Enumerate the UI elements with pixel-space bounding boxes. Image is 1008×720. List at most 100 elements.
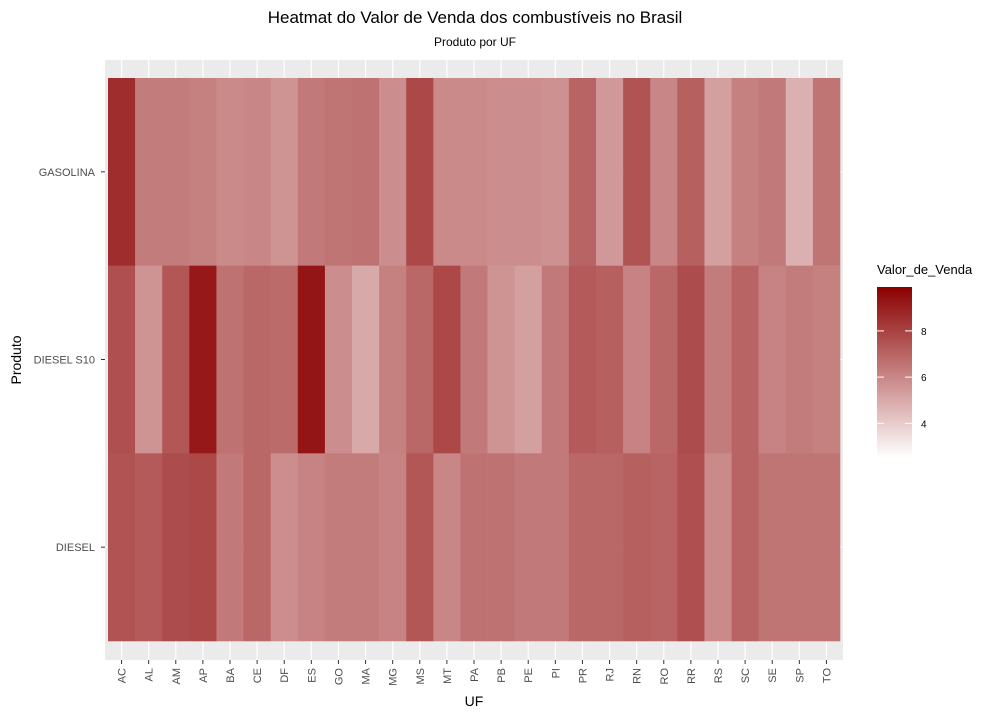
legend-tick-label: 8 xyxy=(921,327,927,338)
heatmap-cell-diesel-s10-ro xyxy=(650,265,678,454)
heatmap-cell-diesel-ce xyxy=(243,453,271,642)
heatmap-cell-gasolina-mt xyxy=(433,78,461,266)
heatmap-cell-diesel-s10-pe xyxy=(514,265,543,454)
legend-tick-label: 4 xyxy=(921,419,927,430)
x-tick-label-pr: PR xyxy=(577,668,589,683)
heatmap-cell-gasolina-ms xyxy=(406,78,434,266)
y-axis-title: Produto xyxy=(8,335,24,384)
heatmap-cell-diesel-s10-rs xyxy=(704,265,732,454)
heatmap-cell-gasolina-mg xyxy=(379,78,407,266)
legend-title: Valor_de_Venda xyxy=(877,262,973,277)
heatmap-cell-gasolina-pb xyxy=(487,78,515,266)
x-tick-label-ba: BA xyxy=(225,667,237,682)
heatmap-cell-diesel-pr xyxy=(568,453,597,642)
heatmap-cell-gasolina-rj xyxy=(596,78,624,266)
heatmap-cell-diesel-s10-ma xyxy=(352,265,380,454)
heatmap-cell-gasolina-am xyxy=(162,78,190,266)
heatmap-cell-diesel-s10-sp xyxy=(785,265,814,454)
heatmap-cell-diesel-s10-pb xyxy=(487,265,515,454)
heatmap-cell-diesel-rr xyxy=(677,453,705,642)
heatmap-cell-diesel-s10-ce xyxy=(243,265,271,454)
heatmap-cell-diesel-al xyxy=(135,453,163,642)
heatmap-cell-diesel-pa xyxy=(460,453,488,642)
heatmap-cell-gasolina-al xyxy=(135,78,163,266)
heatmap-cell-gasolina-rs xyxy=(704,78,732,266)
heatmap-cell-diesel-mt xyxy=(433,453,461,642)
x-tick-label-se: SE xyxy=(767,668,779,683)
x-tick-label-ro: RO xyxy=(659,668,671,685)
x-tick-label-pb: PB xyxy=(496,668,508,683)
y-tick-label-gasolina: GASOLINA xyxy=(39,167,96,179)
heatmap-cell-diesel-s10-pa xyxy=(460,265,488,454)
heatmap-cells xyxy=(108,78,841,642)
heatmap-cell-diesel-ma xyxy=(352,453,380,642)
heatmap-cell-diesel-s10-pi xyxy=(541,265,570,454)
heatmap-cell-gasolina-ba xyxy=(216,78,244,266)
heatmap-cell-gasolina-ap xyxy=(189,78,217,266)
heatmap-cell-diesel-sp xyxy=(785,453,814,642)
x-tick-label-mt: MT xyxy=(442,668,454,684)
heatmap-cell-diesel-am xyxy=(162,453,190,642)
heatmap-cell-diesel-s10-rj xyxy=(596,265,624,454)
heatmap-cell-gasolina-ce xyxy=(243,78,271,266)
chart-title: Heatmat do Valor de Venda dos combustíve… xyxy=(268,8,683,27)
heatmap-cell-diesel-pi xyxy=(541,453,570,642)
x-tick-label-ms: MS xyxy=(415,668,427,685)
x-tick-label-ma: MA xyxy=(361,667,373,684)
heatmap-cell-diesel-s10-es xyxy=(297,265,326,454)
legend-tick-label: 6 xyxy=(921,373,927,384)
y-tick-label-diesel-s10: DIESEL S10 xyxy=(34,355,95,367)
x-tick-label-pi: PI xyxy=(550,668,562,678)
heatmap-cell-diesel-s10-rr xyxy=(677,265,705,454)
legend-ticks: 4 6 8 xyxy=(877,327,927,430)
x-tick-label-rr: RR xyxy=(686,668,698,684)
x-tick-label-pa: PA xyxy=(469,667,481,682)
heatmap-cell-diesel-ap xyxy=(189,453,217,642)
x-axis-title: UF xyxy=(465,693,484,709)
heatmap-cell-gasolina-rn xyxy=(623,78,651,266)
heatmap-cell-diesel-s10-al xyxy=(135,265,163,454)
heatmap-cell-diesel-ro xyxy=(650,453,678,642)
heatmap-cell-gasolina-pe xyxy=(514,78,543,266)
x-tick-label-go: GO xyxy=(333,668,345,686)
heatmap-cell-gasolina-es xyxy=(297,78,326,266)
heatmap-cell-diesel-rn xyxy=(623,453,651,642)
heatmap-cell-diesel-rs xyxy=(704,453,732,642)
x-axis-ticks: AC AL AM AP BA CE DF ES GO MA MG MS MT PA PB PE PI PR RJ RN… xyxy=(117,660,833,686)
heatmap-cell-diesel-s10-mg xyxy=(379,265,407,454)
x-tick-label-ac: AC xyxy=(117,668,129,683)
heatmap-cell-diesel-s10-am xyxy=(162,265,190,454)
heatmap-cell-diesel-s10-ac xyxy=(108,265,136,454)
heatmap-cell-diesel-go xyxy=(324,453,353,642)
heatmap-cell-gasolina-ro xyxy=(650,78,678,266)
heatmap-cell-diesel-s10-ba xyxy=(216,265,244,454)
heatmap-cell-gasolina-pa xyxy=(460,78,488,266)
heatmap-cell-diesel-se xyxy=(758,453,787,642)
heatmap-cell-diesel-s10-ms xyxy=(406,265,434,454)
heatmap-cell-diesel-df xyxy=(270,453,299,642)
x-tick-label-to: TO xyxy=(821,668,833,684)
heatmap-cell-gasolina-go xyxy=(324,78,353,266)
x-tick-label-rn: RN xyxy=(632,668,644,684)
x-tick-label-rs: RS xyxy=(713,668,725,683)
heatmap-cell-diesel-pe xyxy=(514,453,543,642)
heatmap-cell-gasolina-df xyxy=(270,78,299,266)
y-tick-label-diesel: DIESEL xyxy=(56,542,95,554)
heatmap-cell-diesel-s10-df xyxy=(270,265,299,454)
heatmap-cell-gasolina-pi xyxy=(541,78,570,266)
chart-subtitle: Produto por UF xyxy=(434,35,516,49)
heatmap-cell-diesel-mg xyxy=(379,453,407,642)
heatmap-cell-gasolina-se xyxy=(758,78,787,266)
heatmap-cell-diesel-to xyxy=(812,453,841,642)
x-tick-label-ce: CE xyxy=(252,668,264,683)
x-tick-label-es: ES xyxy=(306,668,318,683)
heatmap-cell-diesel-s10-go xyxy=(324,265,353,454)
x-tick-label-mg: MG xyxy=(388,668,400,686)
y-axis-ticks: GASOLINA DIESEL S10 DIESEL xyxy=(34,167,105,554)
heatmap-cell-diesel-s10-se xyxy=(758,265,787,454)
heatmap-cell-gasolina-ma xyxy=(352,78,380,266)
heatmap-cell-gasolina-sp xyxy=(785,78,814,266)
heatmap-cell-diesel-es xyxy=(297,453,326,642)
x-tick-label-ap: AP xyxy=(198,668,210,683)
